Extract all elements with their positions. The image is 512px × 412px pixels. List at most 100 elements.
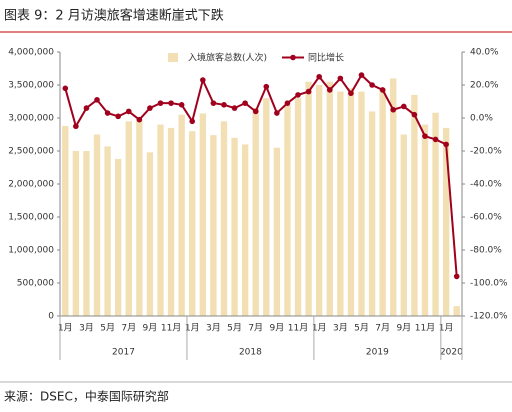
year-label: 2019 — [366, 348, 389, 358]
line-marker — [231, 105, 238, 111]
bar — [263, 98, 270, 316]
bar — [442, 127, 450, 317]
y2-tick-label: -100.0% — [470, 279, 508, 289]
line-marker — [62, 85, 69, 92]
x-tick-label: 5月 — [100, 323, 115, 334]
line-marker — [411, 111, 418, 118]
x-tick-label: 5月 — [227, 323, 242, 334]
bar — [146, 152, 154, 316]
line-marker — [422, 133, 428, 139]
bar — [379, 88, 386, 316]
bar — [210, 135, 217, 316]
line-marker — [379, 87, 386, 93]
year-label: 2018 — [239, 348, 262, 358]
line-marker — [316, 73, 322, 80]
y2-tick-label: -120.0% — [470, 312, 508, 322]
x-tick-label: 5月 — [354, 323, 369, 334]
bar — [178, 114, 185, 316]
bar — [284, 104, 291, 316]
bar — [316, 85, 323, 316]
y2-tick-label: 20.0% — [470, 81, 499, 91]
bar — [326, 81, 333, 316]
line-marker — [401, 103, 407, 110]
bar — [368, 111, 376, 317]
legend-swatch — [168, 53, 178, 62]
line-marker — [147, 105, 153, 111]
bar — [93, 134, 101, 316]
bar — [125, 121, 132, 316]
y-tick-label: 0 — [48, 312, 54, 322]
legend-swatch — [290, 54, 296, 61]
y-tick-label: 500,000 — [17, 279, 54, 289]
x-tick-label: 3月 — [333, 323, 348, 334]
x-tick-label: 1月 — [58, 323, 73, 334]
y-tick-label: 1,500,000 — [8, 213, 54, 223]
bar — [294, 98, 302, 316]
x-tick-label: 11月 — [415, 323, 435, 334]
bar — [189, 131, 196, 316]
bar — [411, 94, 418, 317]
line-marker — [358, 72, 365, 78]
x-tick-label: 1月 — [312, 323, 327, 334]
y2-tick-label: -20.0% — [470, 147, 502, 157]
line-marker — [104, 110, 111, 116]
chart-title: 图表 9：2 月访澳旅客增速断崖式下跌 — [4, 8, 224, 24]
bar — [157, 124, 164, 316]
line-marker — [337, 75, 344, 82]
bar — [347, 88, 355, 316]
x-tick-label: 1月 — [439, 323, 454, 334]
x-tick-label: 9月 — [396, 323, 411, 334]
line-marker — [242, 100, 248, 106]
line-marker — [263, 83, 270, 90]
y2-tick-label: 40.0% — [470, 48, 499, 58]
line-marker — [136, 116, 143, 123]
y-tick-label: 2,000,000 — [8, 180, 54, 190]
year-label: 2020 — [440, 348, 463, 358]
bar — [72, 151, 80, 316]
bar — [167, 127, 175, 317]
line-marker — [305, 88, 312, 95]
bar — [241, 144, 249, 316]
line-marker — [295, 92, 301, 98]
x-tick-label: 11月 — [161, 323, 181, 334]
y2-tick-label: -40.0% — [470, 180, 502, 190]
x-tick-label: 7月 — [121, 323, 136, 334]
y2-tick-label: -80.0% — [470, 246, 502, 256]
bar — [104, 146, 111, 316]
x-tick-label: 11月 — [288, 323, 308, 334]
line-marker — [178, 102, 185, 108]
line-marker — [168, 100, 174, 106]
line-marker — [252, 108, 259, 115]
bar — [273, 147, 281, 316]
bar — [453, 306, 460, 316]
bar — [421, 124, 429, 316]
y-tick-label: 1,000,000 — [8, 246, 54, 256]
line-marker — [200, 77, 206, 83]
x-tick-label: 3月 — [206, 323, 221, 334]
line-marker — [83, 105, 90, 111]
line — [64, 73, 458, 277]
legend-label: 入境旅客总数(人次) — [188, 52, 267, 64]
y2-tick-label: 0.0% — [470, 114, 493, 124]
line-marker — [221, 102, 227, 108]
line-marker — [115, 113, 121, 120]
line-marker — [453, 273, 460, 280]
source: 来源：DSEC，中泰国际研究部 — [4, 389, 169, 404]
bar — [199, 113, 206, 316]
line-marker — [125, 108, 132, 115]
line-marker — [274, 110, 280, 116]
bar — [432, 112, 439, 316]
bar — [358, 91, 365, 316]
line-marker — [326, 87, 333, 93]
line-marker — [369, 82, 375, 88]
line-marker — [94, 97, 100, 103]
bar — [231, 137, 238, 316]
bar — [136, 119, 143, 316]
line-marker — [432, 136, 439, 143]
y-tick-label: 3,000,000 — [8, 114, 54, 124]
x-tick-label: 9月 — [143, 323, 158, 334]
line-marker — [189, 118, 196, 125]
x-tick-label: 9月 — [270, 323, 285, 334]
